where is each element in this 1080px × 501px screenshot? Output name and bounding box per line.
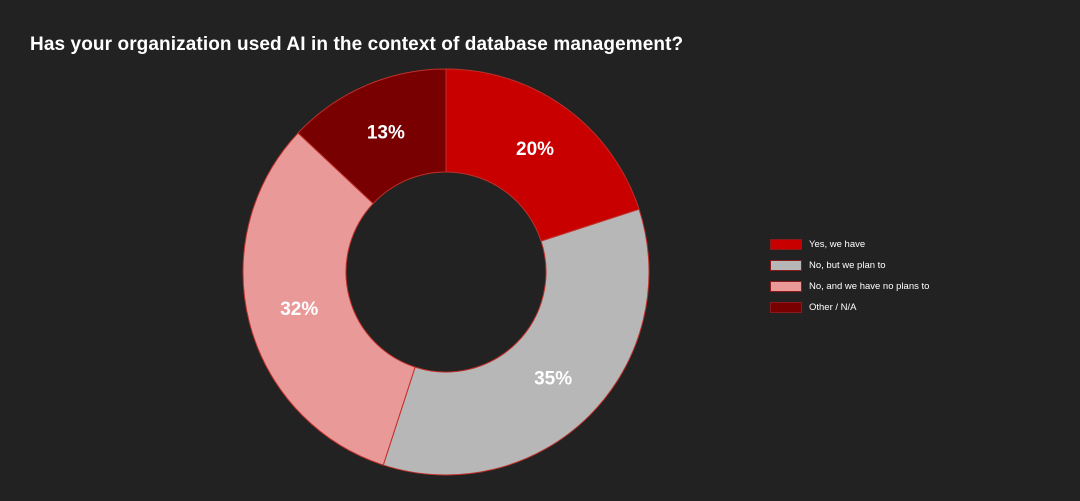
slice-label-2: 35%: [534, 369, 572, 390]
legend-item-1: Yes, we have: [770, 238, 929, 251]
legend-swatch-1: [770, 239, 802, 250]
donut-slice-4: [297, 68, 447, 205]
chart-title: Has your organization used AI in the con…: [30, 34, 684, 55]
slice-label-1: 20%: [516, 139, 554, 160]
legend-label-4: Other / N/A: [809, 302, 857, 313]
legend-swatch-2: [770, 260, 802, 271]
chart-legend: Yes, we have No, but we plan to No, and we…: [770, 238, 929, 322]
legend-item-3: No, and we have no plans to: [770, 280, 929, 293]
donut-slice-3: [242, 132, 416, 466]
legend-swatch-4: [770, 302, 802, 313]
donut-slice-1: [445, 68, 640, 242]
legend-item-2: No, but we plan to: [770, 259, 929, 272]
legend-swatch-3: [770, 281, 802, 292]
slice-label-4: 13%: [367, 122, 405, 143]
legend-label-2: No, but we plan to: [809, 260, 886, 271]
legend-label-3: No, and we have no plans to: [809, 281, 930, 292]
slice-label-3: 32%: [280, 299, 318, 320]
legend-label-1: Yes, we have: [809, 239, 866, 250]
donut-slice-2: [382, 208, 650, 476]
legend-item-4: Other / N/A: [770, 301, 929, 314]
